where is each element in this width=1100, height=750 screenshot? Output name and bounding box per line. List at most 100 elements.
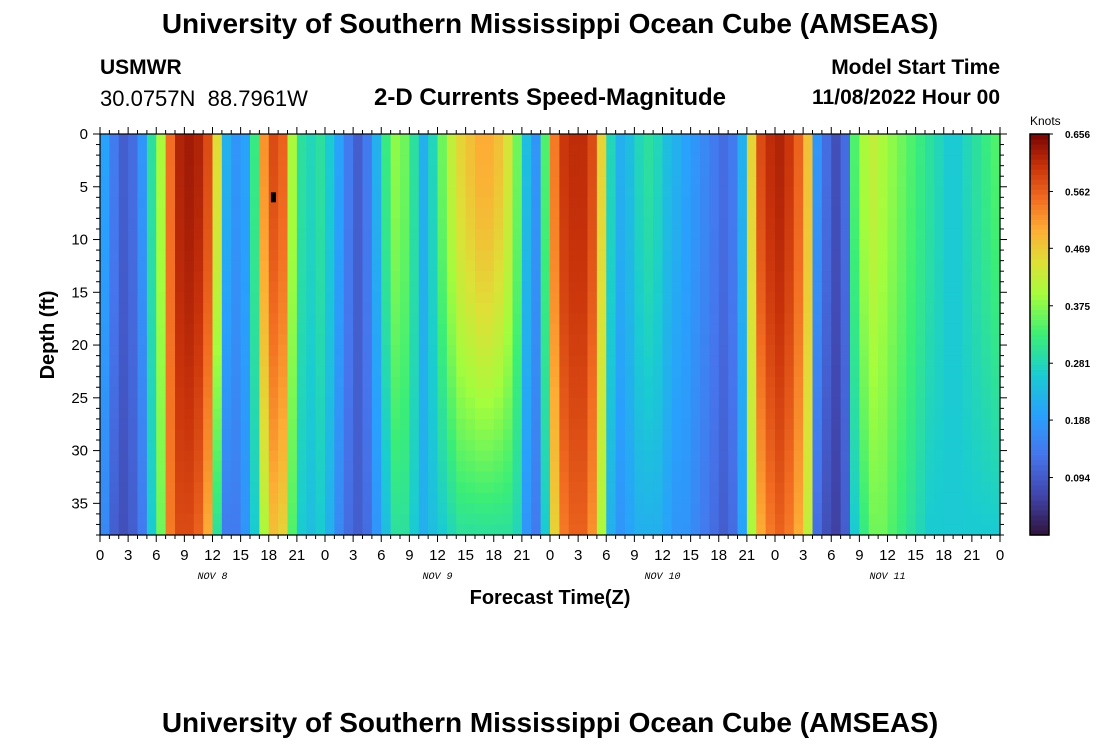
heatmap-cell [212,461,223,473]
heatmap-cell [362,440,373,452]
heatmap-cell [718,355,729,367]
heatmap-cell [934,513,945,526]
heatmap-cell [250,313,260,325]
heatmap-cell [353,355,364,367]
heatmap-cell [165,250,176,262]
heatmap-cell [775,408,785,420]
heatmap-cell [137,302,148,314]
heatmap-cell [906,165,917,177]
heatmap-cell [850,323,860,336]
heatmap-cell [934,155,945,167]
heatmap-cell [578,155,589,167]
heatmap-cell [718,155,729,167]
heatmap-cell [765,218,776,230]
heatmap-cell [925,207,935,220]
heatmap-cell [606,461,617,473]
heatmap-cell [625,218,635,230]
heatmap-cell [409,239,420,251]
heatmap-cell [540,144,551,156]
heatmap-cell [803,482,814,494]
heatmap-cell [934,250,945,262]
heatmap-cell [484,144,495,156]
heatmap-cell [850,513,860,526]
heatmap-cell [165,207,176,220]
heatmap-cell [718,429,729,441]
heatmap-cell [728,408,739,420]
heatmap-cell [175,313,185,325]
heatmap-cell [840,429,851,441]
heatmap-cell [296,302,307,314]
heatmap-cell [915,482,926,494]
heatmap-cell [728,176,739,188]
heatmap-cell [221,197,232,209]
heatmap-cell [578,366,589,378]
heatmap-cell [868,228,879,241]
heatmap-cell [400,355,410,367]
heatmap-cell [446,176,457,188]
heatmap-cell [662,345,673,357]
heatmap-cell [287,323,298,336]
heatmap-cell [503,355,514,367]
heatmap-cell [878,334,889,346]
heatmap-cell [568,397,579,409]
heatmap-cell [671,260,682,272]
heatmap-cell [512,239,523,251]
heatmap-cell [109,376,120,388]
heatmap-cell [662,228,673,241]
heatmap-cell [662,207,673,220]
heatmap-cell [793,471,804,483]
heatmap-cell [606,155,617,167]
heatmap-cell [362,218,373,230]
heatmap-cell [203,471,214,483]
heatmap-cell [540,397,551,409]
heatmap-cell [596,524,607,536]
heatmap-cell [615,292,626,304]
heatmap-cell [493,355,504,367]
heatmap-cell [512,218,523,230]
heatmap-cell [203,207,214,220]
heatmap-cell [568,144,579,156]
heatmap-cell [278,165,289,177]
heatmap-cell [381,513,392,526]
heatmap-cell [981,376,992,388]
heatmap-cell [343,355,354,367]
heatmap-cell [737,513,748,526]
heatmap-cell [456,250,467,262]
heatmap-cell [971,176,982,188]
heatmap-cell [493,207,504,220]
heatmap-cell [456,281,467,293]
heatmap-cell [128,281,139,293]
heatmap-cell [943,313,954,325]
heatmap-cell [793,323,804,336]
heatmap-cell [615,503,626,515]
heatmap-cell [765,408,776,420]
heatmap-cell [109,197,120,209]
heatmap-cell [990,292,1001,304]
heatmap-cell [718,218,729,230]
heatmap-cell [343,239,354,251]
heatmap-cell [578,440,589,452]
heatmap-cell [718,144,729,156]
heatmap-cell [746,397,757,409]
heatmap-cell [465,207,476,220]
heatmap-cell [259,482,270,494]
heatmap-cell [850,239,860,251]
heatmap-cell [887,355,898,367]
heatmap-cell [184,513,195,526]
heatmap-cell [550,345,560,357]
heatmap-cell [784,302,795,314]
heatmap-cell [381,461,392,473]
heatmap-cell [531,345,542,357]
heatmap-cell [437,450,448,462]
heatmap-cell [878,376,889,388]
heatmap-cell [765,144,776,156]
heatmap-cell [793,250,804,262]
heatmap-cell [653,440,664,452]
heatmap-cell [353,144,364,156]
heatmap-cell [381,228,392,241]
heatmap-cell [306,524,317,536]
heatmap-cell [381,429,392,441]
heatmap-cell [784,292,795,304]
heatmap-cell [690,345,701,357]
heatmap-cell [896,176,907,188]
